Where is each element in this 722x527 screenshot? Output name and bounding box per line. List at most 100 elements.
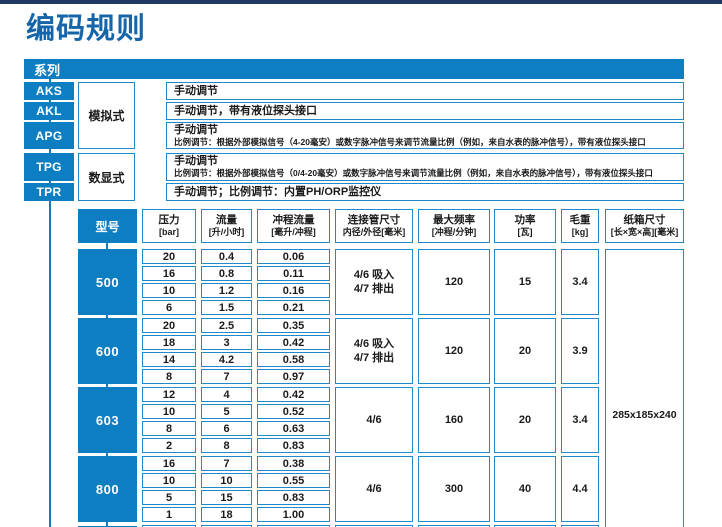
- connector-cell: 4/6 吸入 4/7 排出: [335, 249, 413, 315]
- flow-cell: 1.2: [201, 283, 252, 298]
- cropped-cell: [335, 525, 413, 527]
- series-code-tpr: TPR: [24, 183, 74, 201]
- series-type-digital: 数显式: [78, 153, 135, 201]
- flow-cell: 15: [201, 490, 252, 505]
- desc-line: 比例调节：根据外部模拟信号（4-20毫安）或数字脉冲信号来调节流量比例（例如，来…: [174, 136, 646, 147]
- cropped-cell: [494, 525, 556, 527]
- spec-model-cell: 500: [78, 249, 137, 315]
- stroke-cell: 0.06: [257, 249, 330, 264]
- flow-cell: 3: [201, 335, 252, 350]
- header-unit: [毫升/冲程]: [271, 227, 316, 237]
- pressure-cell: 20: [142, 318, 196, 333]
- header-weight: 毛重 [kg]: [561, 209, 599, 243]
- header-carton-size: 纸箱尺寸 [长×宽×高][毫米]: [605, 209, 684, 243]
- desc-line: 手动调节；比例调节：内置PH/ORP监控仪: [174, 185, 382, 198]
- series-connector-line: [49, 79, 51, 527]
- power-cell: 20: [494, 318, 556, 384]
- cropped-cell: [561, 525, 599, 527]
- freq-cell: 120: [418, 318, 490, 384]
- power-cell: 15: [494, 249, 556, 315]
- freq-cell: 120: [418, 249, 490, 315]
- pressure-cell: 16: [142, 456, 196, 471]
- pressure-cell: 10: [142, 283, 196, 298]
- series-desc-aks: 手动调节: [166, 82, 684, 100]
- stroke-cell: 0.16: [257, 283, 330, 298]
- header-line: 连接管尺寸: [347, 214, 401, 226]
- header-max-frequency: 最大频率 [冲程/分钟]: [418, 209, 490, 243]
- flow-cell: 5: [201, 404, 252, 419]
- header-power: 功率 [瓦]: [494, 209, 556, 243]
- flow-cell: 0.8: [201, 266, 252, 281]
- header-flow: 流量 [升/小时]: [201, 209, 252, 243]
- header-line: 压力: [158, 214, 180, 226]
- stroke-cell: 1.00: [257, 507, 330, 522]
- pressure-cell: 16: [142, 266, 196, 281]
- carton-size-value: 285x185x240: [612, 409, 677, 421]
- cropped-cell: [201, 525, 252, 527]
- freq-cell: 160: [418, 387, 490, 453]
- top-accent-bar: [0, 0, 722, 4]
- stroke-cell: 0.83: [257, 490, 330, 505]
- series-code-aks: AKS: [24, 82, 74, 100]
- pressure-cell: 1: [142, 507, 196, 522]
- stroke-cell: 0.11: [257, 266, 330, 281]
- cropped-cell: [257, 525, 330, 527]
- connector-cell: 4/6: [335, 387, 413, 453]
- stroke-cell: 0.83: [257, 438, 330, 453]
- series-header-label: 系列: [34, 62, 61, 78]
- header-unit: [bar]: [159, 227, 179, 237]
- pressure-cell: 10: [142, 404, 196, 419]
- pressure-cell: 5: [142, 490, 196, 505]
- spec-model-cell: 603: [78, 387, 137, 453]
- pressure-cell: 12: [142, 387, 196, 402]
- connector-cell: 4/6: [335, 456, 413, 522]
- flow-cell: 18: [201, 507, 252, 522]
- header-unit: [长×宽×高][毫米]: [610, 227, 679, 237]
- header-unit: [瓦]: [517, 227, 533, 237]
- pressure-cell: 6: [142, 300, 196, 315]
- flow-cell: 4.2: [201, 352, 252, 367]
- header-line: 流量: [216, 214, 237, 226]
- connector-cell: 4/6 吸入 4/7 排出: [335, 318, 413, 384]
- power-cell: 40: [494, 456, 556, 522]
- pressure-cell: 10: [142, 473, 196, 488]
- power-cell: 20: [494, 387, 556, 453]
- series-desc-tpg: 手动调节 比例调节：根据外部模拟信号（0/4-20毫安）或数字脉冲信号来调节流量…: [166, 153, 684, 181]
- header-stroke-flow: 冲程流量 [毫升/冲程]: [257, 209, 330, 243]
- stroke-cell: 0.42: [257, 335, 330, 350]
- header-line: 功率: [514, 214, 536, 226]
- series-code-apg: APG: [24, 122, 74, 149]
- header-connector-size: 连接管尺寸 内径/外径[毫米]: [335, 209, 413, 243]
- series-type-analog: 模拟式: [78, 82, 135, 149]
- flow-cell: 6: [201, 421, 252, 436]
- stroke-cell: 0.42: [257, 387, 330, 402]
- desc-line: 手动调节: [174, 84, 218, 97]
- pressure-cell: 14: [142, 352, 196, 367]
- stroke-cell: 0.63: [257, 421, 330, 436]
- header-pressure: 压力 [bar]: [142, 209, 196, 243]
- header-line: 冲程流量: [272, 214, 315, 226]
- series-desc-apg: 手动调节 比例调节：根据外部模拟信号（4-20毫安）或数字脉冲信号来调节流量比例…: [166, 122, 684, 149]
- flow-cell: 7: [201, 369, 252, 384]
- stroke-cell: 0.97: [257, 369, 330, 384]
- stroke-cell: 0.58: [257, 352, 330, 367]
- series-desc-akl: 手动调节，带有液位探头接口: [166, 102, 684, 120]
- carton-size-column: [605, 249, 684, 527]
- weight-cell: 4.4: [561, 456, 599, 522]
- header-line: 毛重: [569, 214, 591, 226]
- desc-line: 手动调节: [174, 123, 218, 136]
- flow-cell: 4: [201, 387, 252, 402]
- cropped-cell: [142, 525, 196, 527]
- stroke-cell: 0.55: [257, 473, 330, 488]
- desc-line: 手动调节: [174, 155, 218, 167]
- stroke-cell: 0.38: [257, 456, 330, 471]
- header-line: 纸箱尺寸: [623, 214, 666, 226]
- spec-model-cell: 800: [78, 456, 137, 522]
- series-section-header: 系列: [24, 59, 684, 79]
- header-unit: [kg]: [571, 227, 589, 237]
- flow-cell: 2.5: [201, 318, 252, 333]
- header-unit: [升/小时]: [208, 227, 245, 237]
- pressure-cell: 8: [142, 369, 196, 384]
- header-line: 最大频率: [433, 214, 475, 226]
